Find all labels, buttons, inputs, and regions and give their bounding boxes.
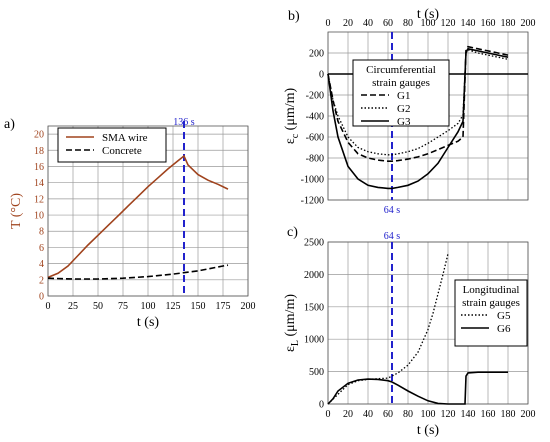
y-tick-label: 1500	[304, 302, 324, 313]
panel-label: a)	[4, 117, 15, 132]
x-axis-label: t (s)	[137, 315, 160, 330]
x-tick-label: 100	[421, 18, 436, 29]
legend-box	[454, 279, 528, 347]
y-tick-label: 0	[39, 292, 44, 303]
x-tick-label: 0	[326, 18, 331, 29]
time-marker-label: 136 s	[173, 117, 195, 128]
y-tick-label: -400	[306, 112, 324, 123]
x-tick-label: 200	[521, 409, 536, 420]
x-tick-label: 150	[191, 301, 206, 312]
y-tick-label: 2500	[304, 238, 324, 249]
y-tick-label: 4	[39, 259, 44, 270]
plot-frame	[47, 125, 249, 297]
time-marker-label: 64 s	[384, 205, 401, 216]
x-tick-label: 160	[481, 18, 496, 29]
panel-label: b)	[288, 9, 300, 24]
y-tick-label: 0	[319, 70, 324, 81]
plot-frame	[327, 31, 529, 201]
x-tick-label: 75	[118, 301, 128, 312]
x-tick-label: 180	[501, 409, 516, 420]
x-tick-label: 120	[441, 18, 456, 29]
y-tick-label: 200	[309, 49, 324, 60]
x-tick-label: 160	[481, 409, 496, 420]
y-tick-label: 6	[39, 243, 44, 254]
x-tick-label: 20	[343, 409, 353, 420]
y-axis-label: εL (μm/m)	[283, 294, 301, 352]
x-tick-label: 80	[403, 18, 413, 29]
series-line-sma-wire	[47, 154, 229, 279]
legend-box	[57, 127, 167, 163]
x-tick-label: 200	[241, 301, 256, 312]
panel-3: c) 0 500 1000 1500 2000 2500 0 20 40 60 80 100 120 140…	[283, 225, 536, 438]
legend-label: SMA wire	[102, 132, 148, 144]
y-tick-label: -200	[306, 91, 324, 102]
series-line-g3	[327, 47, 509, 190]
y-tick-label: -1200	[301, 196, 324, 207]
x-tick-label: 0	[326, 409, 331, 420]
legend-label: G1	[397, 90, 410, 102]
x-tick-label: 140	[461, 409, 476, 420]
panel-label: c)	[287, 225, 298, 240]
x-tick-label: 60	[383, 409, 393, 420]
y-axis-label: εc (μm/m)	[283, 87, 301, 144]
legend-label: G5	[497, 310, 511, 322]
y-tick-label: 2	[39, 275, 44, 286]
y-tick-label: 16	[34, 162, 44, 173]
legend-label: G6	[497, 323, 511, 335]
x-tick-label: 40	[363, 409, 373, 420]
x-tick-label: 120	[441, 409, 456, 420]
x-tick-label: 100	[421, 409, 436, 420]
y-tick-label: 20	[34, 130, 44, 141]
y-tick-label: 2000	[304, 270, 324, 281]
x-tick-label: 175	[216, 301, 231, 312]
series-line-g6	[327, 371, 508, 405]
y-tick-label: -1000	[301, 175, 324, 186]
y-tick-label: 12	[34, 194, 44, 205]
x-axis-label: t (s)	[417, 7, 440, 22]
legend-label: G2	[397, 103, 410, 115]
x-tick-label: 20	[343, 18, 353, 29]
y-tick-label: 500	[309, 367, 324, 378]
legend-title: strain gauges	[372, 77, 430, 89]
legend-title: Circumferential	[366, 64, 436, 76]
legend-label: Concrete	[102, 145, 142, 157]
x-tick-label: 50	[93, 301, 103, 312]
x-axis-label: t (s)	[417, 423, 440, 438]
x-tick-label: 125	[166, 301, 181, 312]
y-tick-label: -600	[306, 133, 324, 144]
y-tick-label: 10	[34, 211, 44, 222]
x-tick-label: 200	[521, 18, 536, 29]
x-tick-label: 60	[383, 18, 393, 29]
y-tick-label: 0	[319, 400, 324, 411]
series-line-concrete	[47, 264, 229, 280]
legend-label: G3	[397, 116, 411, 128]
y-tick-label: 1000	[304, 335, 324, 346]
legend-title: strain gauges	[462, 297, 520, 309]
x-tick-label: 25	[68, 301, 78, 312]
y-tick-label: 14	[34, 178, 44, 189]
x-tick-label: 80	[403, 409, 413, 420]
y-tick-label: -800	[306, 154, 324, 165]
plot-frame	[327, 241, 529, 405]
time-marker-label: 64 s	[384, 231, 401, 242]
y-axis-label: T (°C)	[9, 193, 24, 229]
series-line-g1	[327, 45, 509, 162]
x-tick-label: 0	[46, 301, 51, 312]
legend-box	[352, 59, 450, 127]
x-tick-label: 40	[363, 18, 373, 29]
x-tick-label: 140	[461, 18, 476, 29]
x-tick-label: 100	[141, 301, 156, 312]
y-tick-label: 18	[34, 146, 44, 157]
panel-2: b) -1200 -1000 -800 -600 -400 -200 0 200 0 20 40 60 8…	[283, 7, 536, 216]
y-tick-label: 8	[39, 227, 44, 238]
x-tick-label: 180	[501, 18, 516, 29]
legend-title: Longitudinal	[463, 284, 520, 296]
